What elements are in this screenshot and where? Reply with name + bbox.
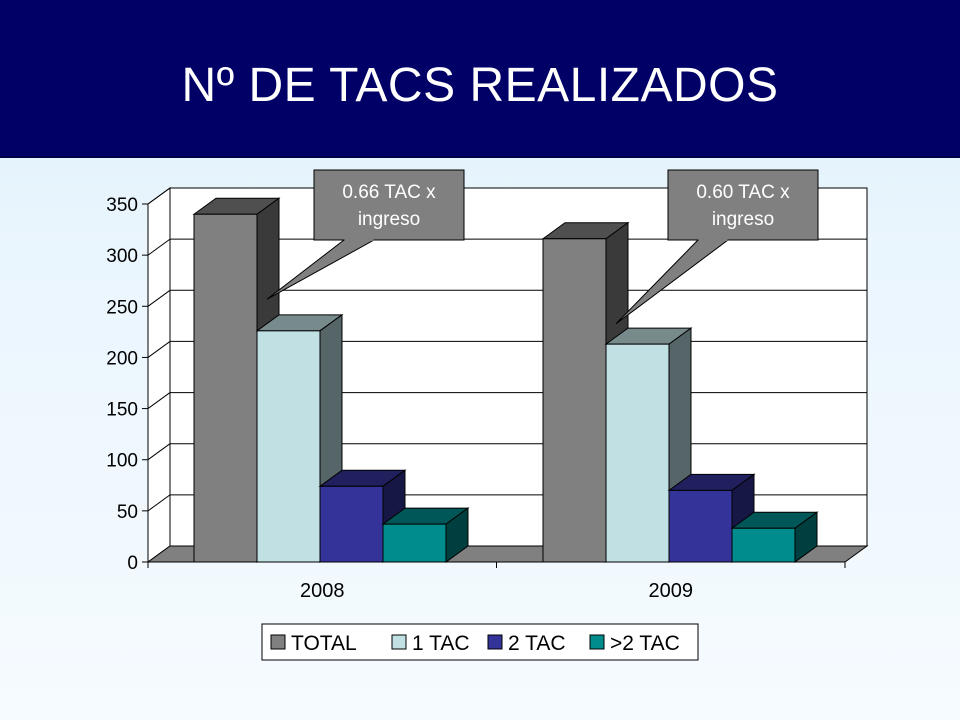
legend-swatch (487, 634, 503, 650)
y-tick-label: 100 (106, 451, 138, 472)
bar-total-2008 (193, 213, 258, 563)
bar-2-tac-2008 (319, 485, 384, 563)
bar-1-tac-2008 (256, 330, 321, 563)
gridline-side (147, 289, 171, 307)
callout-box (667, 169, 819, 241)
title-banner: Nº DE TACS REALIZADOS (0, 0, 960, 158)
gridline-side (147, 494, 171, 512)
x-axis: 2008 2009 (147, 562, 846, 602)
callouts: 0.66 TAC x ingreso 0.60 TAC x ingreso (266, 169, 819, 325)
callout-box (313, 169, 465, 241)
callout-text: ingreso (358, 209, 420, 230)
callout-text: 0.66 TAC x (342, 182, 436, 203)
callout-joint (698, 238, 728, 241)
callout-text: ingreso (712, 209, 774, 230)
legend: TOTAL 1 TAC 2 TAC >2 TAC (261, 623, 699, 661)
legend-label: TOTAL (291, 632, 357, 655)
bar--2-tac-2008 (382, 523, 447, 563)
legend-label: 1 TAC (412, 632, 470, 655)
y-tick-label: 300 (106, 246, 138, 267)
gridline-side (147, 238, 171, 256)
y-tick-label: 200 (106, 348, 138, 369)
gridline-side (147, 187, 171, 205)
y-tick-label: 250 (106, 297, 138, 318)
gridline-side (147, 341, 171, 358)
x-tick-label: 2009 (649, 580, 694, 602)
bar-2-tac-2009 (668, 489, 733, 563)
y-tick-label: 350 (106, 195, 138, 216)
legend-label: 2 TAC (508, 632, 566, 655)
gridline-side (147, 443, 171, 461)
y-tick-label: 50 (117, 502, 138, 523)
bar-total-2009 (542, 238, 607, 563)
legend-swatch (270, 634, 286, 650)
legend-box (261, 623, 699, 661)
legend-swatch (589, 634, 605, 650)
callout-joint (344, 238, 374, 241)
y-axis: 0 50 100 150 200 250 300 350 (106, 195, 149, 574)
bar-1-tac-2009 (605, 343, 670, 563)
slide-title: Nº DE TACS REALIZADOS (181, 59, 779, 112)
side-wall (147, 187, 171, 563)
y-tick-label: 150 (106, 400, 138, 421)
callout-text: 0.60 TAC x (696, 182, 790, 203)
y-tick-label: 0 (127, 553, 138, 574)
gridline-side (147, 392, 171, 409)
x-tick-label: 2008 (300, 580, 345, 602)
bars (192, 197, 819, 563)
bar--2-tac-2009 (731, 527, 796, 563)
legend-label: >2 TAC (610, 632, 680, 655)
legend-swatch (391, 634, 407, 650)
